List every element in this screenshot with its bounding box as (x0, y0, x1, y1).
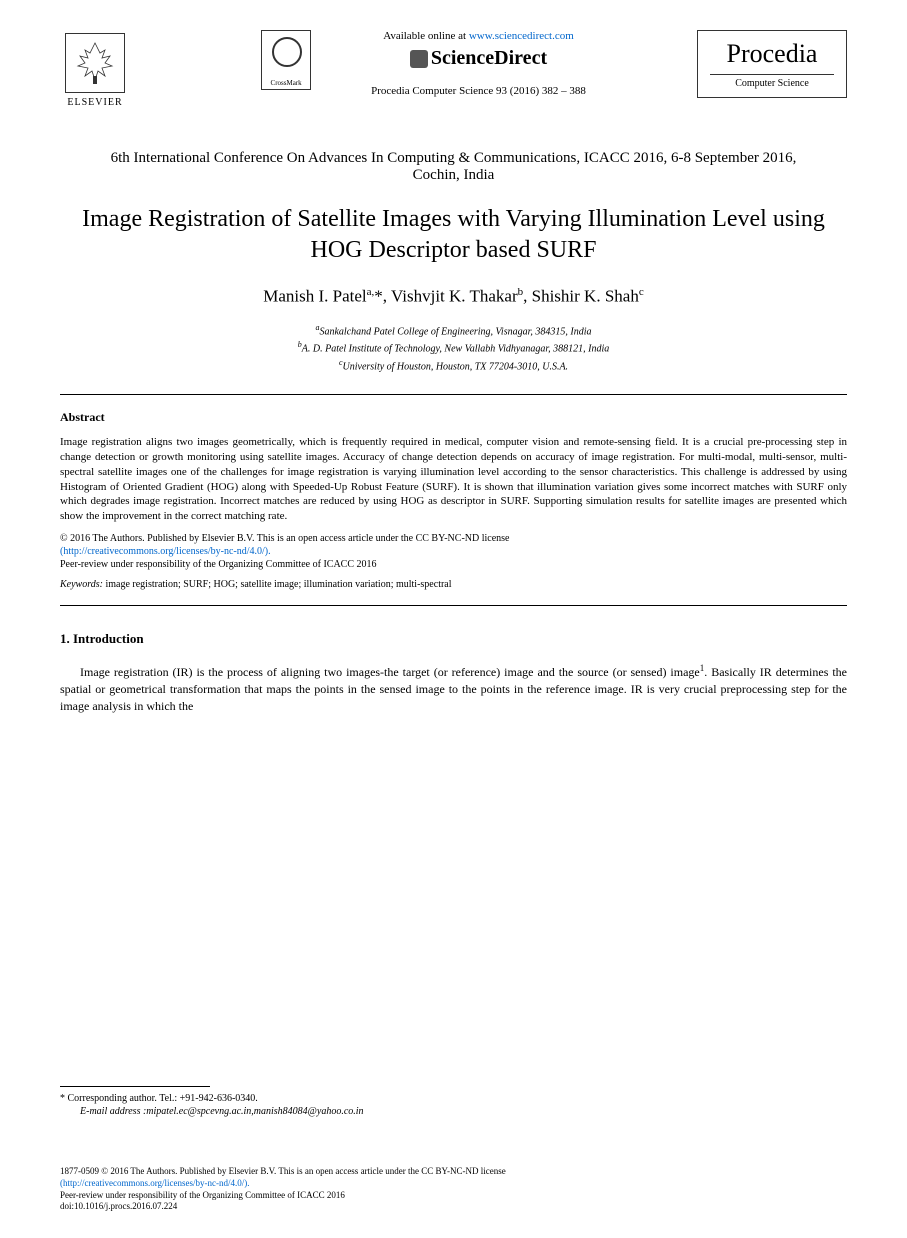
footnote-divider (60, 1086, 210, 1087)
email-label: E-mail address : (80, 1106, 146, 1117)
sciencedirect-logo: ScienceDirect (371, 47, 586, 70)
crossmark-label: CrossMark (262, 79, 310, 87)
bottom-license-link[interactable]: (http://creativecommons.org/licenses/by-… (60, 1178, 250, 1188)
sciencedirect-label: ScienceDirect (431, 47, 547, 69)
center-header: Available online at www.sciencedirect.co… (351, 30, 606, 97)
affiliations-block: aSankalchand Patel College of Engineerin… (60, 322, 847, 374)
email-value: mipatel.ec@spcevng.ac.in,manish84084@yah… (146, 1106, 363, 1117)
section-1-paragraph: Image registration (IR) is the process o… (60, 662, 847, 714)
affil-a-text: Sankalchand Patel College of Engineering… (319, 326, 591, 337)
email-line: E-mail address :mipatel.ec@spcevng.ac.in… (60, 1105, 847, 1118)
keywords-text: image registration; SURF; HOG; satellite… (103, 579, 452, 590)
procedia-journal-box: Procedia Computer Science (697, 30, 847, 98)
author-2-name: Vishvjit K. Thakar (391, 287, 518, 306)
license-link[interactable]: (http://creativecommons.org/licenses/by-… (60, 546, 271, 557)
peer-review-text: Peer-review under responsibility of the … (60, 559, 377, 570)
elsevier-label: ELSEVIER (67, 97, 122, 108)
authors-line: Manish I. Patela,*, Vishvjit K. Thakarb,… (60, 286, 847, 307)
para1-part1: Image registration (IR) is the process o… (80, 665, 700, 679)
divider-top (60, 394, 847, 395)
issn-line: 1877-0509 © 2016 The Authors. Published … (60, 1166, 506, 1176)
crossmark-badge[interactable]: CrossMark (261, 30, 311, 90)
affil-c-text: University of Houston, Houston, TX 77204… (343, 361, 569, 372)
footnote-section: * Corresponding author. Tel.: +91-942-63… (60, 1086, 847, 1118)
available-prefix: Available online at (383, 30, 469, 42)
affil-b-text: A. D. Patel Institute of Technology, New… (302, 344, 609, 355)
procedia-title: Procedia (710, 39, 834, 69)
author-3-name: Shishir K. Shah (532, 287, 639, 306)
keywords-label: Keywords: (60, 579, 103, 590)
author-1-corresponding: * (374, 287, 383, 306)
doi-text: doi:10.1016/j.procs.2016.07.224 (60, 1201, 177, 1211)
copyright-line1: © 2016 The Authors. Published by Elsevie… (60, 533, 509, 544)
citation-line: Procedia Computer Science 93 (2016) 382 … (371, 85, 586, 97)
author-1-name: Manish I. Patel (263, 287, 366, 306)
crossmark-circle-icon (272, 37, 302, 67)
bottom-peer-review: Peer-review under responsibility of the … (60, 1190, 345, 1200)
header-row: ELSEVIER CrossMark Available online at w… (60, 30, 847, 110)
paper-title: Image Registration of Satellite Images w… (60, 204, 847, 266)
author-3-sup: c (639, 286, 644, 298)
procedia-subtitle: Computer Science (710, 74, 834, 89)
author-2-sup: b (518, 286, 524, 298)
abstract-text: Image registration aligns two images geo… (60, 435, 847, 524)
available-online-text: Available online at www.sciencedirect.co… (371, 30, 586, 42)
elsevier-logo: ELSEVIER (60, 30, 130, 110)
abstract-heading: Abstract (60, 410, 847, 425)
conference-info: 6th International Conference On Advances… (60, 150, 847, 184)
sciencedirect-icon (410, 50, 428, 68)
center-header-group: CrossMark Available online at www.scienc… (221, 30, 606, 97)
divider-bottom (60, 605, 847, 606)
sciencedirect-url-link[interactable]: www.sciencedirect.com (469, 30, 574, 42)
copyright-block: © 2016 The Authors. Published by Elsevie… (60, 532, 847, 571)
corresponding-author-note: * Corresponding author. Tel.: +91-942-63… (60, 1092, 847, 1105)
keywords-line: Keywords: image registration; SURF; HOG;… (60, 579, 847, 590)
elsevier-tree-icon (65, 33, 125, 93)
section-1-heading: 1. Introduction (60, 631, 847, 647)
bottom-copyright-section: 1877-0509 © 2016 The Authors. Published … (60, 1166, 847, 1213)
